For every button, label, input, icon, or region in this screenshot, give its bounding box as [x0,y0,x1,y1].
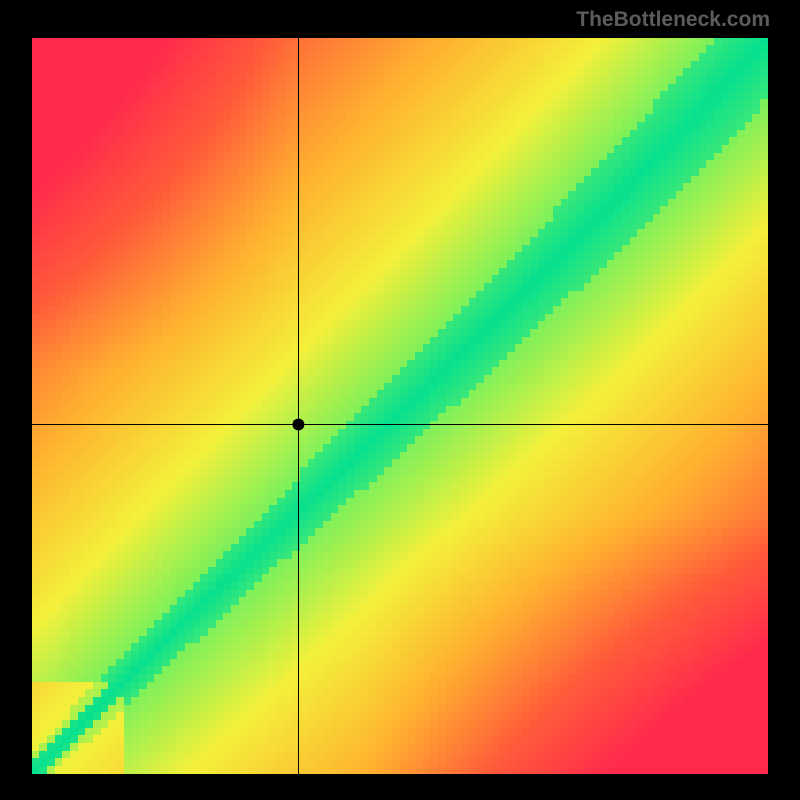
heatmap-canvas [32,38,768,774]
bottleneck-heatmap [32,38,768,774]
attribution-text: TheBottleneck.com [576,8,770,32]
